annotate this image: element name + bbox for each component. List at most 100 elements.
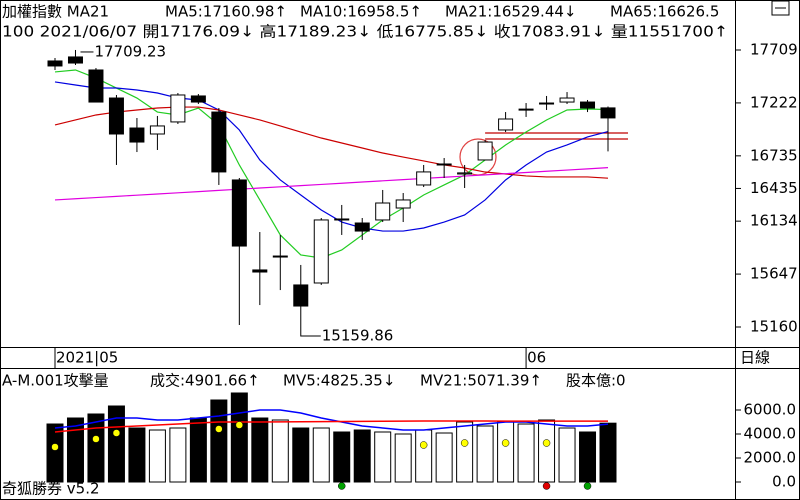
signal-dot: [51, 443, 59, 451]
volume-average-line: [54, 420, 609, 433]
candle-body: [518, 108, 534, 111]
volume-bar: [128, 427, 146, 483]
candle-body: [600, 107, 616, 119]
candle-body: [395, 199, 411, 209]
y-tick-label: 15647: [750, 265, 798, 283]
candle-body: [416, 171, 432, 186]
candle-body: [457, 172, 473, 175]
y-tick-label: 17222: [750, 93, 798, 111]
volume-bar: [579, 431, 597, 483]
signal-dot: [92, 435, 100, 443]
candle-body: [354, 222, 370, 232]
candle-body: [272, 255, 288, 258]
price-info: 100 2021/06/07 開17176.09↓ 高17189.23↓ 低16…: [2, 23, 728, 41]
signal-dot: [235, 421, 244, 429]
candle-body: [375, 202, 391, 221]
volume-bar: [353, 429, 371, 483]
candle-body: [580, 101, 596, 109]
candle-body: [334, 218, 350, 221]
moving-average-line: [54, 69, 609, 259]
volume-bar: [210, 399, 228, 483]
date-label: 06: [527, 349, 546, 367]
y-tick-label: 0.0: [772, 473, 796, 491]
y-tick-label: 15160: [750, 318, 798, 336]
annotation: 15159.86: [322, 327, 394, 345]
y-tick-label: 6000.0: [744, 401, 797, 419]
volume-bar: [497, 421, 515, 483]
header-item: MA10:16958.5↑: [300, 3, 422, 21]
signal-dot: [460, 439, 469, 447]
y-tick-label: 16134: [750, 212, 798, 230]
moving-average-line: [54, 106, 609, 179]
candle-body: [559, 97, 575, 103]
candle-body: [539, 102, 555, 105]
volume-bar: [415, 429, 433, 483]
volume-bar: [189, 417, 207, 483]
candle-body: [252, 269, 268, 273]
candle-body: [190, 95, 206, 103]
volume-bar: [66, 417, 84, 483]
signal-dot: [215, 425, 223, 433]
header-item: MA5:17160.98↑: [165, 3, 287, 21]
volume-bar: [312, 427, 330, 483]
signal-dot: [419, 441, 428, 449]
candle-body: [88, 69, 104, 103]
candle-body: [436, 163, 452, 166]
candle-body: [231, 179, 247, 247]
candle-body: [129, 127, 145, 143]
candle-body: [108, 97, 124, 135]
volume-bar: [271, 419, 289, 483]
candle-body: [293, 284, 309, 307]
y-tick-label: 17709: [750, 40, 798, 58]
candle-body: [149, 125, 165, 135]
signal-dot: [112, 429, 121, 437]
volume-bar: [394, 433, 412, 483]
y-tick-label: 16435: [750, 179, 798, 197]
moving-average-line: [54, 167, 609, 201]
y-tick-label: 16735: [750, 146, 798, 164]
header-item: 成交:4901.66↑: [150, 372, 260, 390]
header-item: A-M.001攻擊量: [2, 372, 109, 390]
signal-dot: [337, 482, 346, 490]
candle-body: [477, 141, 493, 161]
volume-bar: [230, 392, 248, 483]
period-label: 日線: [740, 349, 770, 367]
volume-bar: [292, 427, 310, 483]
candle-body: [211, 111, 227, 173]
signal-dot: [542, 482, 551, 490]
volume-bar: [46, 423, 64, 483]
signal-dot: [501, 439, 510, 447]
candle-body: [47, 60, 63, 67]
y-tick-label: 2000.0: [744, 449, 797, 467]
volume-bar: [517, 423, 535, 483]
volume-bar: [435, 432, 453, 483]
y-tick-label: 4000.0: [744, 425, 797, 443]
header-item: MV21:5071.39↑: [420, 372, 542, 390]
volume-average-line: [54, 409, 609, 431]
volume-bar: [456, 421, 474, 483]
header-item: MA21:16529.44↓: [445, 3, 576, 21]
volume-bar: [538, 419, 556, 483]
volume-bar: [333, 431, 351, 483]
date-label: 2021|05: [56, 349, 118, 367]
header-item: 股本億:0: [566, 372, 626, 390]
volume-bar: [476, 425, 494, 483]
annotation: 17709.23: [94, 42, 166, 60]
candle-body: [313, 219, 329, 284]
annotation-leader: [300, 327, 321, 337]
header-item: MV5:4825.35↓: [283, 372, 395, 390]
volume-bar: [107, 405, 125, 483]
signal-dot: [583, 482, 592, 490]
candle-body: [170, 94, 186, 123]
volume-bar: [87, 413, 105, 483]
header-item: 加權指數 MA21: [2, 3, 109, 21]
volume-bar: [169, 427, 187, 483]
candle-body: [498, 118, 514, 131]
volume-bar: [374, 431, 392, 483]
footer-label: 奇狐勝券 v5.2: [2, 480, 100, 498]
candle-body: [67, 56, 83, 64]
signal-dot: [542, 439, 551, 447]
header-item: MA65:16626.5: [610, 3, 719, 21]
